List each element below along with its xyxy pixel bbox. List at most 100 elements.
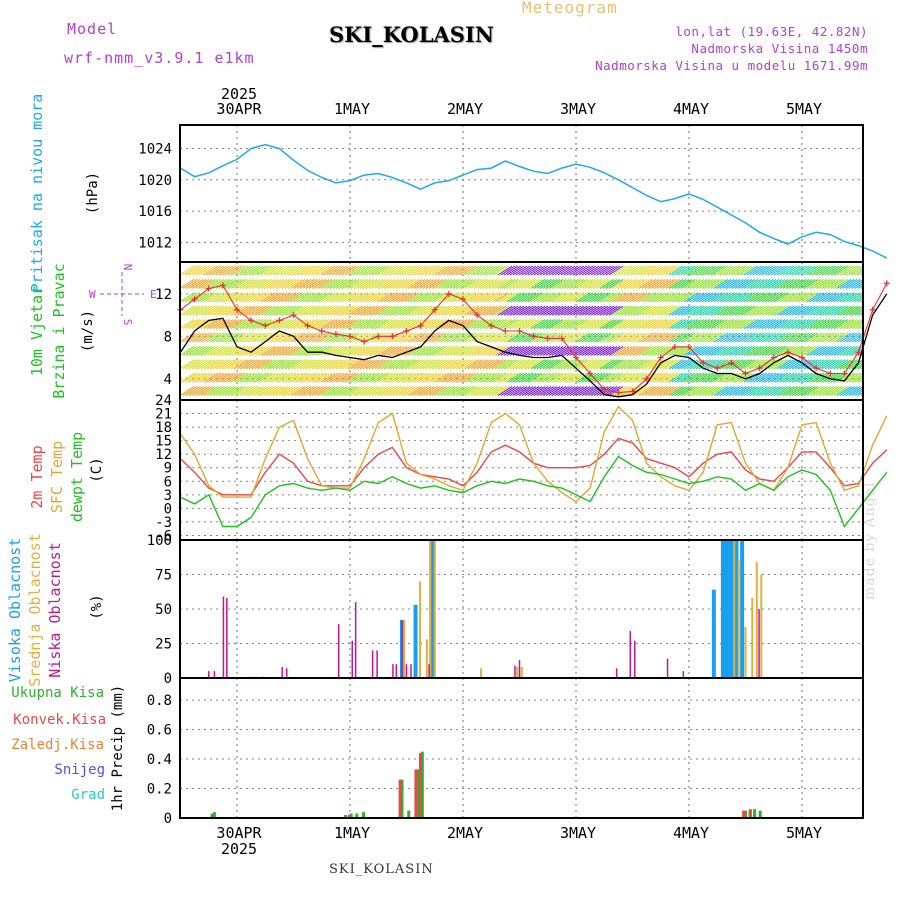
wind-barb: [443, 278, 459, 289]
wind-barb: [338, 265, 354, 276]
wind-barb: [281, 386, 297, 397]
wind-barb: [341, 345, 357, 356]
wind-barb: [482, 386, 498, 397]
wind-barb: [815, 359, 831, 370]
wind-barb: [611, 372, 627, 383]
wind-barb: [344, 265, 360, 276]
wind-barb: [593, 292, 609, 303]
wind-barb: [389, 319, 405, 330]
wind-barb: [551, 305, 567, 316]
wind-barb: [794, 332, 810, 343]
wind-barb: [464, 372, 480, 383]
wind-barb: [512, 359, 528, 370]
date-label-bottom: 3MAY: [560, 824, 596, 842]
wind-gust-marker: [332, 331, 339, 338]
wind-barb: [182, 305, 198, 316]
wind-barb: [554, 292, 570, 303]
wind-barb: [263, 359, 279, 370]
wind-barb: [200, 332, 216, 343]
wind-barb: [506, 319, 522, 330]
temp-2m-line: [180, 437, 888, 496]
wind-barb: [524, 372, 540, 383]
wind-barb: [563, 319, 579, 330]
wind-barb: [203, 345, 219, 356]
cloud-low-bar: [337, 624, 340, 678]
wind-barb: [674, 386, 690, 397]
wind-barb: [680, 332, 696, 343]
wind-barb: [560, 386, 576, 397]
wind-barb: [209, 292, 225, 303]
wind-barb: [230, 265, 246, 276]
wind-barb: [353, 265, 369, 276]
wind-barb: [578, 332, 594, 343]
wind-barb: [416, 372, 432, 383]
wind-barb: [773, 292, 789, 303]
wind-barb: [398, 332, 414, 343]
wind-barb: [305, 372, 321, 383]
wind-barb: [335, 345, 351, 356]
date-label-bottom: 4MAY: [673, 824, 709, 842]
temp-tick-label: 3: [164, 488, 172, 504]
wind-barb: [827, 386, 843, 397]
wind-barb: [329, 345, 345, 356]
wind-barb: [752, 332, 768, 343]
wind-barb: [596, 332, 612, 343]
wind-barb: [857, 311, 863, 316]
wind-barb: [746, 265, 762, 276]
wind-barb: [365, 372, 381, 383]
wind-barb: [779, 292, 795, 303]
wind-barb: [398, 359, 414, 370]
wind-barb: [755, 359, 771, 370]
wind-barb: [200, 372, 216, 383]
wind-barb: [485, 319, 501, 330]
wind-barb: [386, 386, 402, 397]
wind-barb: [413, 372, 429, 383]
wind-barb: [785, 332, 801, 343]
wind-barb: [362, 265, 378, 276]
wind-barb: [479, 319, 495, 330]
wind-barb: [188, 372, 204, 383]
wind-barb: [677, 359, 693, 370]
wind-barb: [500, 386, 516, 397]
wind-barb: [485, 278, 501, 289]
wind-barb: [395, 332, 411, 343]
wind-barb: [500, 265, 516, 276]
model-name: wrf-nmm_v3.9.1 e1km: [64, 49, 255, 67]
wind-barb: [635, 345, 651, 356]
wind-barb: [710, 359, 726, 370]
wind-barb: [380, 386, 396, 397]
wind-barb: [566, 386, 582, 397]
cloud-mid-bar: [737, 559, 740, 678]
wind-barb: [857, 271, 863, 276]
wind-barb: [410, 359, 426, 370]
wind-barb: [431, 319, 447, 330]
wind-barb: [188, 265, 204, 276]
wind-barb: [716, 386, 732, 397]
wind-barb: [581, 278, 597, 289]
wind-barb: [335, 386, 351, 397]
wind-barb: [356, 359, 372, 370]
precip-total-bar: [420, 751, 424, 818]
wind-barb: [812, 319, 828, 330]
wind-barb: [467, 319, 483, 330]
wind-barb: [581, 265, 597, 276]
wind-barb: [335, 319, 351, 330]
wind-barb: [356, 292, 372, 303]
wind-barb: [197, 292, 213, 303]
wind-barb: [581, 332, 597, 343]
wind-barb: [359, 386, 375, 397]
wind-barb: [794, 386, 810, 397]
wind-barb: [476, 372, 492, 383]
wind-barb: [458, 292, 474, 303]
wind-barb: [620, 278, 636, 289]
wind-barb: [749, 332, 765, 343]
wind-barb: [560, 265, 576, 276]
wind-barb: [836, 319, 852, 330]
wind-barb: [743, 265, 759, 276]
wind-barb: [611, 386, 627, 397]
wind-barb: [191, 319, 207, 330]
wind-barb: [287, 305, 303, 316]
wind-barb: [299, 386, 315, 397]
wind-barb: [278, 265, 294, 276]
wind-barb: [692, 332, 708, 343]
